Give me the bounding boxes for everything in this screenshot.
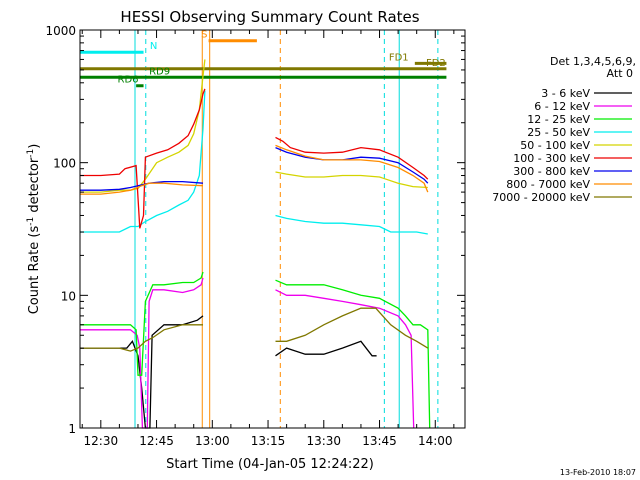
annotation-label-fd2: FD2 — [426, 58, 446, 69]
series-line-2 — [80, 271, 204, 376]
x-tick-label: 13:30 — [306, 434, 341, 448]
y-axis-label: Count Rate (s-1 detector-1) — [26, 144, 42, 315]
series-line-3 — [80, 90, 206, 233]
annotation-label-fd1: FD1 — [389, 52, 409, 63]
series-line-7 — [275, 144, 429, 193]
annotation-label-s: S — [201, 30, 207, 41]
legend-label: 300 - 800 keV — [513, 165, 590, 178]
series-line-1 — [80, 277, 204, 429]
legend-title-2: Att 0 — [607, 67, 633, 80]
series-line-4 — [80, 59, 206, 193]
series-line-7 — [80, 182, 204, 195]
plot-area: N FD1 FD2 RD9 RD6 S — [80, 30, 447, 429]
annotation-label-n: N — [150, 41, 157, 52]
x-tick-label: 13:00 — [195, 434, 230, 448]
x-tick-label: 13:15 — [251, 434, 286, 448]
y-tick-label: 1000 — [45, 24, 76, 38]
series-line-2 — [275, 279, 431, 429]
series-line-4 — [275, 171, 428, 189]
series-line-5 — [80, 88, 206, 229]
x-tick-label: 12:45 — [139, 434, 174, 448]
legend-label: 100 - 300 keV — [513, 152, 590, 165]
y-tick-label: 100 — [53, 157, 76, 171]
legend-title-1: Det 1,3,4,5,6,9, — [550, 55, 636, 68]
legend-label: 25 - 50 keV — [527, 126, 590, 139]
y-tick-label: 1 — [68, 422, 76, 436]
legend-label: 800 - 7000 keV — [506, 178, 590, 191]
annotation-label-rd9: RD9 — [149, 66, 170, 77]
annotation-label-rd6: RD6 — [118, 75, 139, 86]
series-line-0 — [275, 340, 377, 357]
legend-label: 50 - 100 keV — [520, 139, 590, 152]
series-line-3 — [275, 214, 428, 235]
series-line-8 — [275, 307, 429, 349]
legend-label: 3 - 6 keV — [541, 87, 590, 100]
x-tick-label: 12:30 — [84, 434, 119, 448]
legend-label: 7000 - 20000 keV — [492, 191, 590, 204]
series-line-1 — [275, 289, 415, 429]
series-line-8 — [80, 324, 203, 352]
footer-date: 13-Feb-2010 18:07 — [560, 468, 636, 477]
y-axis: 1 10 100 1000 — [45, 24, 465, 436]
y-tick-label: 10 — [61, 289, 76, 303]
x-axis-label: Start Time (04-Jan-05 12:24:22) — [166, 457, 374, 472]
series-line-6 — [275, 146, 429, 184]
series-line-5 — [275, 136, 429, 180]
x-tick-label: 13:45 — [362, 434, 397, 448]
x-tick-label: 14:00 — [418, 434, 453, 448]
x-axis: 12:30 12:45 13:00 13:15 13:30 13:45 14:00 — [81, 30, 455, 448]
series-line-6 — [80, 180, 204, 191]
legend-label: 12 - 25 keV — [527, 113, 590, 126]
legend-label: 6 - 12 keV — [534, 100, 590, 113]
chart-title: HESSI Observing Summary Count Rates — [120, 8, 419, 26]
plot-frame — [79, 29, 466, 429]
